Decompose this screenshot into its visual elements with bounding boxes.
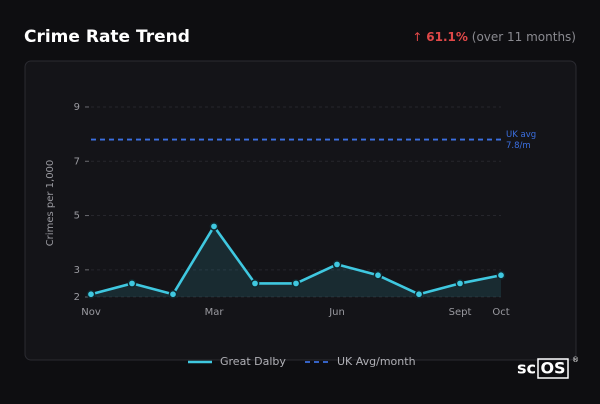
y-tick-label: 7 xyxy=(74,156,80,167)
legend-label: UK Avg/month xyxy=(337,355,416,368)
data-point xyxy=(250,279,260,288)
legend-label: Great Dalby xyxy=(220,355,286,368)
title: Crime Rate Trend xyxy=(24,27,190,47)
logo-text: sc xyxy=(517,359,536,378)
x-tick-label: Mar xyxy=(205,307,225,318)
y-tick-label: 9 xyxy=(74,102,80,113)
x-tick-label: Sept xyxy=(449,307,472,318)
data-point xyxy=(455,279,465,288)
data-point xyxy=(127,279,137,288)
data-point xyxy=(414,289,424,299)
data-point xyxy=(496,270,506,280)
series-area xyxy=(91,226,501,297)
reference-label: UK avg xyxy=(506,130,536,140)
data-point xyxy=(86,289,96,299)
change-arrow: ↑ xyxy=(412,30,422,44)
x-tick-label: Nov xyxy=(81,307,101,318)
data-point xyxy=(291,279,301,288)
logo-mark: ® xyxy=(572,356,579,364)
data-point xyxy=(332,260,342,269)
y-axis-label: Crimes per 1,000 xyxy=(45,160,56,247)
change-summary: ↑ 61.1% (over 11 months) xyxy=(412,30,576,44)
legend: Great Dalby UK Avg/month xyxy=(188,355,416,368)
x-tick-label: Oct xyxy=(492,307,509,318)
y-tick-label: 3 xyxy=(74,265,80,276)
change-value: 61.1% xyxy=(426,30,468,44)
y-tick-label: 2 xyxy=(74,292,80,303)
data-point xyxy=(209,222,219,231)
change-note: (over 11 months) xyxy=(472,30,576,44)
y-tick-label: 5 xyxy=(74,211,80,222)
x-tick-label: Jun xyxy=(328,307,345,318)
chart-card xyxy=(24,60,577,361)
logo-box xyxy=(537,358,569,379)
data-point xyxy=(373,270,383,280)
logo-boxed-text: OS xyxy=(540,359,565,378)
reference-label: 7.8/m xyxy=(506,141,531,151)
data-point xyxy=(168,289,178,299)
